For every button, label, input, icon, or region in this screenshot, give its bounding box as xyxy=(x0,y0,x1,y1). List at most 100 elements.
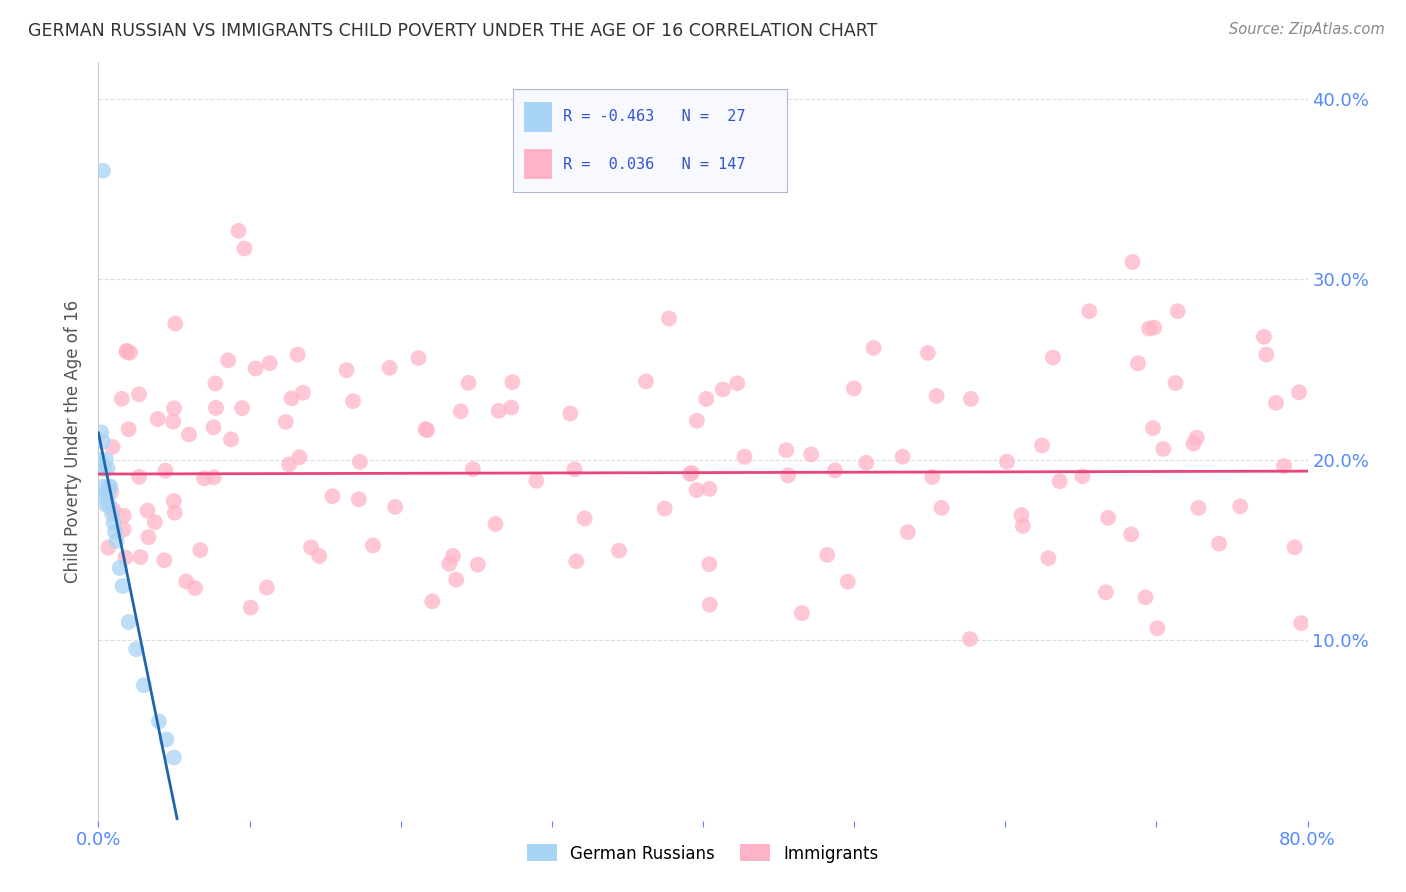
Point xyxy=(132,678,155,692)
Point xyxy=(177,427,200,442)
Text: R =  0.036   N = 147: R = 0.036 N = 147 xyxy=(562,157,745,171)
Point xyxy=(97,541,120,555)
Legend: German Russians, Immigrants: German Russians, Immigrants xyxy=(520,838,886,869)
Point xyxy=(416,423,439,437)
Point xyxy=(467,558,489,572)
Point xyxy=(1078,304,1101,318)
Point xyxy=(101,507,124,521)
Point xyxy=(1229,500,1251,514)
Point xyxy=(342,394,364,409)
Point xyxy=(931,500,953,515)
Point xyxy=(1122,255,1144,269)
Point xyxy=(450,404,472,418)
Point xyxy=(711,383,734,397)
Point xyxy=(1146,621,1168,635)
Point xyxy=(439,557,461,571)
Point xyxy=(280,392,302,406)
Point xyxy=(94,452,117,467)
Point xyxy=(658,311,681,326)
Point xyxy=(118,345,141,359)
Point xyxy=(219,433,242,447)
Point xyxy=(163,506,186,520)
Point xyxy=(163,750,186,764)
Point xyxy=(287,347,309,361)
Point xyxy=(1094,585,1116,599)
Point xyxy=(96,489,118,503)
Point xyxy=(233,242,256,256)
Point xyxy=(153,553,176,567)
Point xyxy=(100,485,122,500)
Point xyxy=(778,468,800,483)
Point xyxy=(299,541,322,555)
Point xyxy=(461,462,484,476)
Point xyxy=(1185,431,1208,445)
Point xyxy=(959,632,981,646)
Point xyxy=(259,356,281,370)
Point xyxy=(146,412,169,426)
Point xyxy=(148,714,170,729)
Point xyxy=(112,508,135,523)
Point xyxy=(1265,396,1288,410)
Point xyxy=(1011,519,1033,533)
Point xyxy=(111,392,134,406)
Point xyxy=(1152,442,1174,456)
Point xyxy=(117,422,139,436)
Point xyxy=(501,401,523,415)
Point xyxy=(163,401,186,416)
Point xyxy=(188,543,211,558)
Point xyxy=(775,443,797,458)
Point xyxy=(1284,541,1306,555)
Point xyxy=(162,415,184,429)
Point xyxy=(103,516,125,530)
Point xyxy=(815,548,838,562)
Point xyxy=(101,440,124,454)
Point xyxy=(228,224,250,238)
Bar xyxy=(524,149,551,179)
Point xyxy=(960,392,983,406)
Point xyxy=(1038,551,1060,566)
Point xyxy=(1289,616,1312,631)
Point xyxy=(734,450,756,464)
Point xyxy=(105,533,128,548)
Point xyxy=(1142,421,1164,435)
Point xyxy=(239,600,262,615)
Point xyxy=(98,480,121,494)
Point xyxy=(155,732,177,747)
Point xyxy=(103,503,125,517)
Text: GERMAN RUSSIAN VS IMMIGRANTS CHILD POVERTY UNDER THE AGE OF 16 CORRELATION CHART: GERMAN RUSSIAN VS IMMIGRANTS CHILD POVER… xyxy=(28,22,877,40)
Point xyxy=(1011,508,1033,522)
Point xyxy=(484,516,506,531)
Point xyxy=(136,503,159,517)
Point xyxy=(204,376,226,391)
Point xyxy=(256,581,278,595)
Point xyxy=(488,404,510,418)
Point xyxy=(205,401,228,415)
Point xyxy=(1031,438,1053,452)
Point xyxy=(1208,536,1230,550)
Point xyxy=(93,461,115,475)
Point xyxy=(699,482,721,496)
Point xyxy=(1137,321,1160,335)
Point xyxy=(560,407,582,421)
Point xyxy=(193,471,215,485)
Point xyxy=(1272,458,1295,473)
Point xyxy=(108,561,131,575)
Point xyxy=(921,470,943,484)
Point xyxy=(163,494,186,508)
Point xyxy=(1097,510,1119,524)
Point xyxy=(917,346,939,360)
Point xyxy=(217,353,239,368)
Point xyxy=(128,387,150,401)
Point xyxy=(685,483,707,497)
Point xyxy=(128,470,150,484)
Point xyxy=(291,385,314,400)
Point xyxy=(100,480,122,494)
Point xyxy=(681,466,703,480)
Point xyxy=(90,461,112,475)
Text: R = -0.463   N =  27: R = -0.463 N = 27 xyxy=(562,110,745,124)
Point xyxy=(91,480,114,494)
Point xyxy=(891,450,914,464)
Point xyxy=(695,392,717,406)
Point xyxy=(574,511,596,525)
Point xyxy=(231,401,253,416)
